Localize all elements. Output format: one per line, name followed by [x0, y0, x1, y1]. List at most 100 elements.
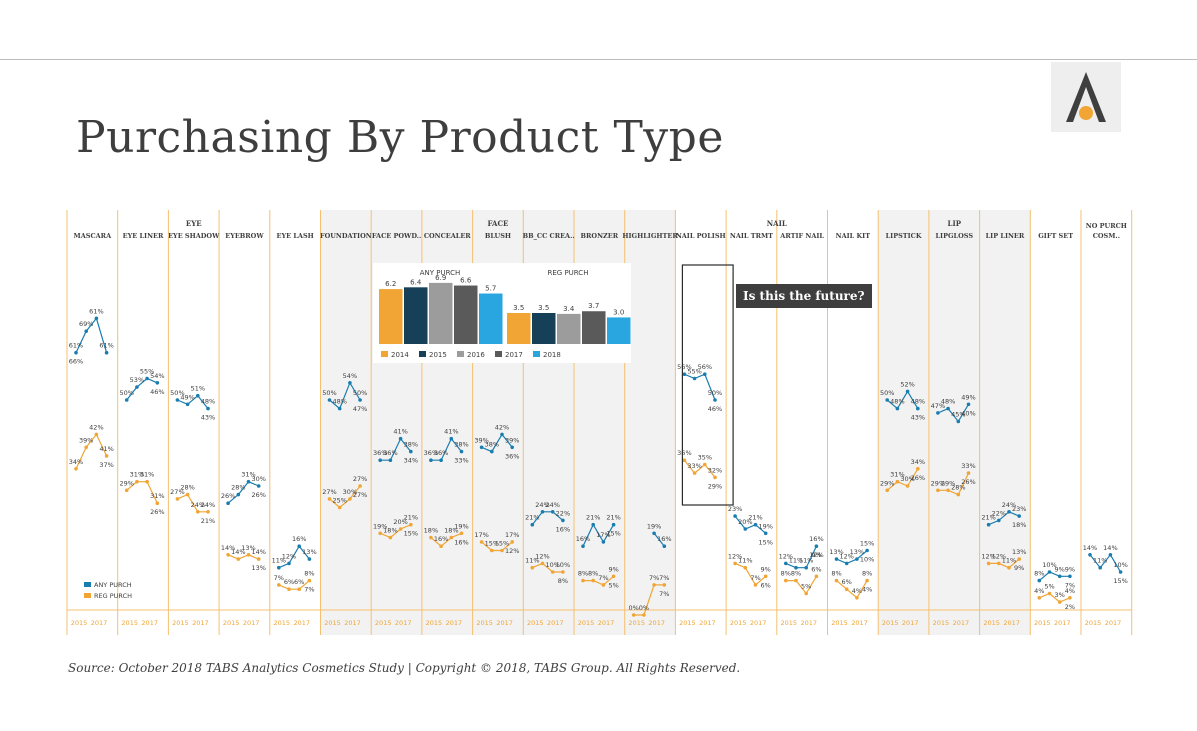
any-value-label: 36% — [434, 449, 448, 457]
reg-value-label: 29% — [708, 482, 722, 490]
reg-purch-point — [986, 561, 991, 566]
inset-bar — [557, 313, 581, 344]
reg-purch-point — [94, 432, 99, 437]
reg-value-label: 12% — [505, 547, 519, 555]
reg-purch-point — [895, 479, 900, 484]
any-purch-point — [378, 458, 383, 462]
any-value-label: 7% — [1065, 581, 1075, 589]
any-purch-point — [540, 510, 545, 514]
any-value-label: 30% — [251, 475, 265, 483]
any-purch-line — [886, 390, 919, 410]
any-value-label: 53% — [130, 376, 144, 384]
any-value-label: 43% — [911, 414, 925, 422]
any-purch-point — [196, 393, 200, 398]
tick-label: 2017 — [699, 619, 716, 627]
inset-bar — [454, 285, 478, 344]
reg-value-label: 27% — [353, 475, 367, 483]
tick-label: 2017 — [801, 619, 818, 627]
reg-purch-point — [946, 488, 950, 493]
any-value-label: 50% — [119, 389, 133, 397]
reg-value-label: 9% — [608, 565, 618, 573]
any-purch-line — [177, 394, 209, 409]
any-value-label: 69% — [79, 320, 93, 328]
any-value-label: 11% — [1093, 557, 1107, 565]
tick-label: 2015 — [628, 619, 645, 627]
inset-bar-value: 3.7 — [588, 302, 599, 310]
inset-legend-swatch — [381, 351, 388, 357]
inset-bar — [582, 311, 606, 344]
any-purch-point — [561, 518, 565, 523]
category-label: EYE LASH — [277, 232, 314, 240]
reg-purch-line — [633, 584, 665, 616]
reg-purch-point — [1007, 565, 1011, 570]
reg-purch-point — [936, 488, 940, 493]
reg-purch-point — [804, 591, 808, 596]
reg-purch-point — [398, 527, 403, 531]
reg-value-label: 2% — [1065, 603, 1075, 611]
any-value-label: 21% — [606, 514, 620, 522]
any-purch-point — [175, 398, 180, 402]
any-purch-point — [297, 544, 302, 548]
any-purch-point — [479, 445, 484, 450]
reg-purch-point — [145, 479, 149, 484]
tick-label: 2017 — [243, 619, 260, 627]
inset-bar — [379, 289, 403, 344]
tick-label: 2017 — [294, 619, 311, 627]
reg-value-label: 33% — [687, 462, 701, 470]
reg-purch-point — [753, 583, 758, 587]
reg-value-label: 31% — [140, 471, 154, 479]
reg-purch-line — [836, 580, 868, 599]
any-value-label: 10% — [1113, 561, 1127, 569]
any-purch-line — [653, 532, 665, 547]
top-divider — [0, 59, 1197, 60]
reg-value-label: 19% — [373, 522, 387, 530]
category-label: EYE SHADOW — [168, 232, 220, 240]
any-purch-point — [124, 398, 129, 402]
reg-purch-line — [430, 532, 462, 547]
any-purch-point — [865, 548, 869, 553]
any-purch-point — [956, 419, 961, 424]
any-purch-point — [398, 436, 403, 441]
reg-purch-point — [449, 535, 454, 540]
tick-label: 2017 — [192, 619, 209, 627]
reg-value-label: 5% — [1044, 583, 1054, 591]
reg-purch-point — [388, 535, 393, 540]
any-value-label: 42% — [495, 423, 509, 431]
tick-label: 2015 — [476, 619, 493, 627]
any-value-label: 10% — [1042, 561, 1056, 569]
inset-group-label: ANY PURCH — [420, 269, 461, 277]
reg-purch-point — [905, 484, 910, 488]
reg-value-label: 5% — [608, 581, 618, 589]
reg-value-label: 14% — [251, 548, 265, 556]
category-label: NAIL KIT — [836, 232, 871, 240]
reg-purch-line — [734, 562, 767, 586]
any-purch-point — [784, 561, 788, 566]
any-purch-point — [703, 372, 707, 376]
reg-purch-point — [246, 553, 251, 557]
reg-value-label: 12% — [992, 552, 1006, 560]
reg-value-label: 6% — [842, 578, 852, 586]
category-label: HIGHLIGHTER — [622, 232, 678, 240]
reg-purch-point — [834, 578, 839, 583]
any-purch-point — [84, 329, 88, 333]
any-value-label: 52% — [900, 380, 914, 388]
reg-purch-point — [784, 578, 788, 583]
any-purch-point — [530, 522, 535, 527]
any-purch-point — [1047, 570, 1052, 574]
reg-purch-line — [937, 472, 970, 496]
reg-purch-point — [429, 535, 433, 540]
reg-value-label: 27% — [170, 488, 184, 496]
any-purch-point — [814, 544, 819, 548]
reg-value-label: 0% — [639, 604, 649, 612]
reg-purch-point — [185, 492, 190, 497]
reg-value-label: 28% — [951, 484, 965, 492]
any-value-label: 48% — [332, 398, 346, 406]
logo-icon — [1066, 72, 1106, 122]
inset-bar-value: 3.5 — [513, 304, 524, 312]
reg-value-label: 8% — [791, 570, 801, 578]
any-value-label: 43% — [201, 414, 215, 422]
reg-value-label: 13% — [1012, 548, 1026, 556]
reg-value-label: 36% — [677, 449, 691, 457]
any-value-label: 40% — [961, 409, 975, 417]
reg-purch-point — [104, 454, 109, 458]
